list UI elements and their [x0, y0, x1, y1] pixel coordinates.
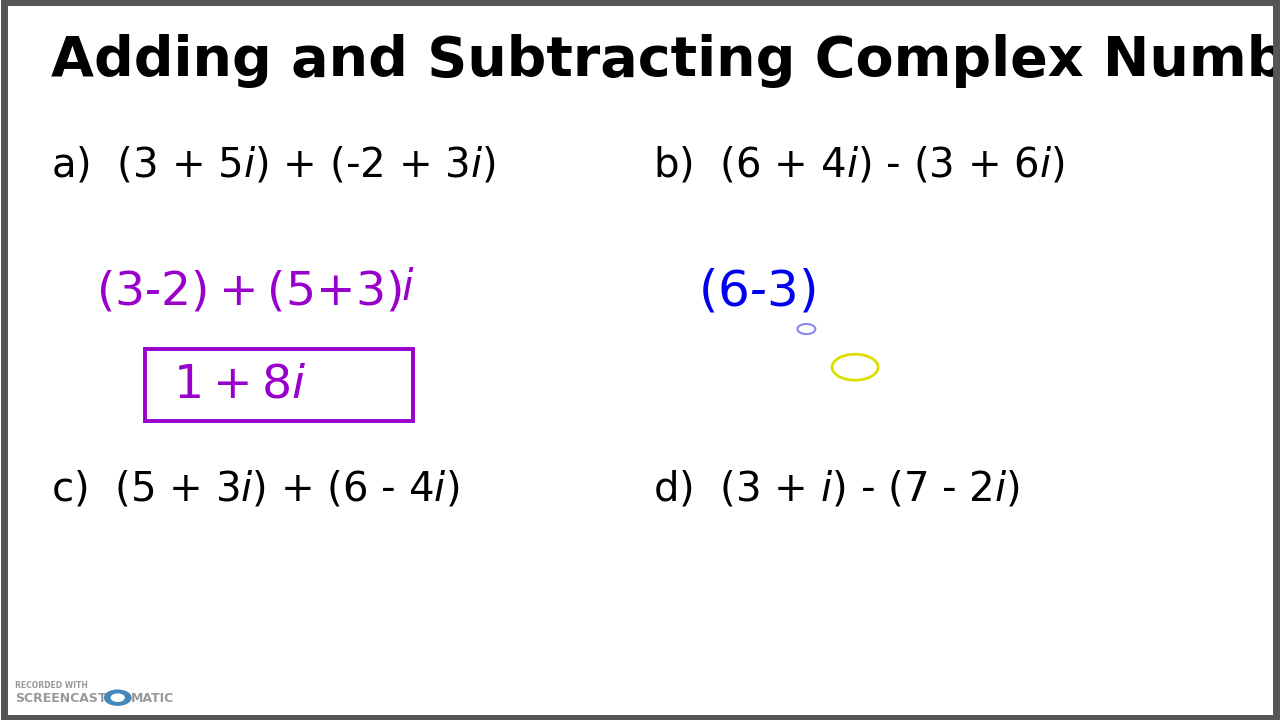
Text: SCREENCAST: SCREENCAST [15, 692, 106, 705]
Text: a)  (3 + 5$\mathit{i}$) + (-2 + 3$\mathit{i}$): a) (3 + 5$\mathit{i}$) + (-2 + 3$\mathit… [51, 145, 495, 186]
Text: c)  (5 + 3$\mathit{i}$) + (6 - 4$\mathit{i}$): c) (5 + 3$\mathit{i}$) + (6 - 4$\mathit{… [51, 469, 460, 510]
Text: b)  (6 + 4$\mathit{i}$) - (3 + 6$\mathit{i}$): b) (6 + 4$\mathit{i}$) - (3 + 6$\mathit{… [653, 145, 1065, 186]
Text: d)  (3 + $\mathit{i}$) - (7 - 2$\mathit{i}$): d) (3 + $\mathit{i}$) - (7 - 2$\mathit{i… [653, 469, 1020, 510]
Text: RECORDED WITH: RECORDED WITH [15, 681, 88, 690]
Text: Adding and Subtracting Complex Numbers: Adding and Subtracting Complex Numbers [51, 34, 1280, 88]
Text: $i$: $i$ [401, 267, 413, 309]
Text: $(3$-$2)+(5$+$3)$: $(3$-$2)+(5$+$3)$ [96, 269, 402, 314]
Circle shape [105, 690, 131, 705]
Text: $1 + 8i$: $1 + 8i$ [173, 363, 306, 408]
Text: MATIC: MATIC [131, 692, 174, 705]
Circle shape [111, 694, 124, 701]
Text: $(6$-$3)$: $(6$-$3)$ [698, 267, 815, 316]
